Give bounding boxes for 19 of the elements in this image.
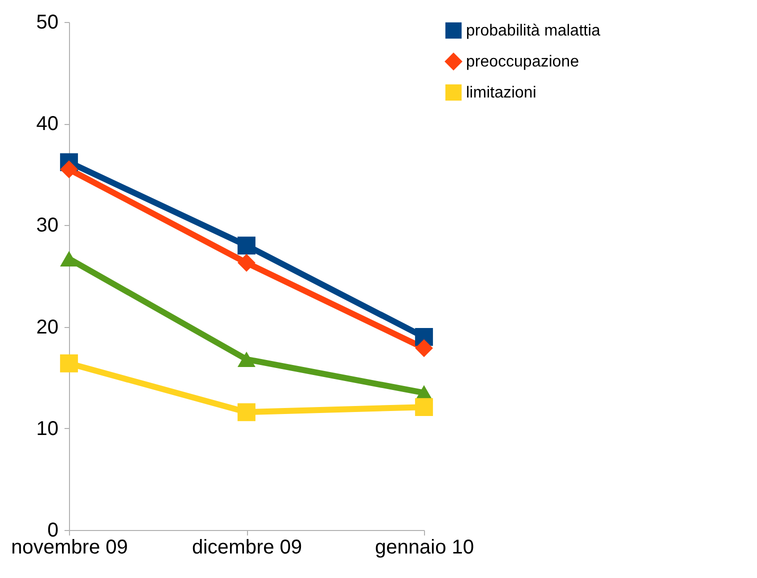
x-tick-label: gennaio 10: [375, 536, 474, 558]
point: [60, 160, 78, 178]
y-tick-label: 10: [36, 418, 58, 440]
y-tick-label: 50: [36, 12, 58, 34]
y-tick-label: 30: [36, 214, 58, 237]
legend-label: probabilità malattia: [466, 22, 600, 40]
point: [415, 398, 433, 416]
legend-label: preoccupazione: [466, 54, 580, 70]
point: [238, 254, 256, 272]
point: [238, 236, 256, 254]
point: [415, 339, 433, 358]
point: [238, 403, 256, 422]
point: [60, 354, 78, 372]
y-tick-label: 20: [36, 316, 58, 338]
point: [60, 250, 78, 266]
y-tick-label: 40: [36, 113, 58, 136]
x-tick-label: dicembre 09: [192, 536, 302, 558]
legend-label: limitazioni: [466, 84, 536, 102]
point: [238, 352, 256, 368]
